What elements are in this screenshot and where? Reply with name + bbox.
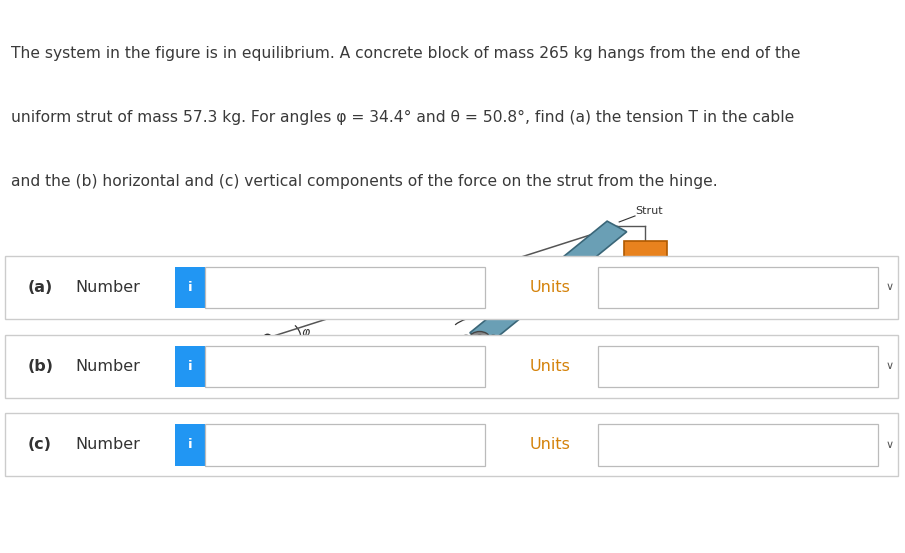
Bar [598, 267, 878, 308]
Text: Units: Units [530, 359, 571, 374]
Circle shape [475, 335, 484, 341]
Text: and the (b) horizontal and (c) vertical components of the force on the strut fro: and the (b) horizontal and (c) vertical … [11, 174, 718, 189]
Bar [205, 424, 485, 466]
Text: $T$: $T$ [418, 268, 429, 281]
Text: The system in the figure is in equilibrium. A concrete block of mass 265 kg hang: The system in the figure is in equilibri… [11, 46, 800, 61]
Bar [205, 346, 485, 387]
Bar [175, 346, 205, 387]
Bar [175, 424, 205, 466]
Text: uniform strut of mass 57.3 kg. For angles φ = 34.4° and θ = 50.8°, find (a) the : uniform strut of mass 57.3 kg. For angle… [11, 110, 794, 125]
Text: i: i [187, 360, 192, 373]
Bar [175, 267, 205, 308]
Circle shape [470, 331, 490, 345]
Bar [624, 242, 667, 273]
Text: i: i [187, 281, 192, 294]
Bar [598, 346, 878, 387]
Text: Number: Number [75, 437, 140, 452]
Bar [205, 267, 485, 308]
Text: (a): (a) [28, 280, 53, 295]
Bar [267, 338, 692, 353]
Text: Number: Number [75, 359, 140, 374]
Text: θ: θ [460, 305, 468, 317]
Text: Units: Units [530, 437, 571, 452]
Circle shape [489, 335, 498, 341]
Text: ∨: ∨ [886, 282, 894, 293]
Text: i: i [187, 439, 192, 451]
Text: ∨: ∨ [886, 440, 894, 450]
Text: ∨: ∨ [886, 361, 894, 372]
Text: (b): (b) [28, 359, 54, 374]
Text: Strut: Strut [635, 206, 662, 216]
Circle shape [462, 335, 471, 341]
Text: φ: φ [301, 326, 310, 339]
Bar [598, 424, 878, 466]
Text: (c): (c) [28, 437, 52, 452]
Text: –Hinge: –Hinge [481, 365, 520, 375]
Polygon shape [470, 221, 627, 343]
Text: Units: Units [530, 280, 571, 295]
Text: Number: Number [75, 280, 140, 295]
